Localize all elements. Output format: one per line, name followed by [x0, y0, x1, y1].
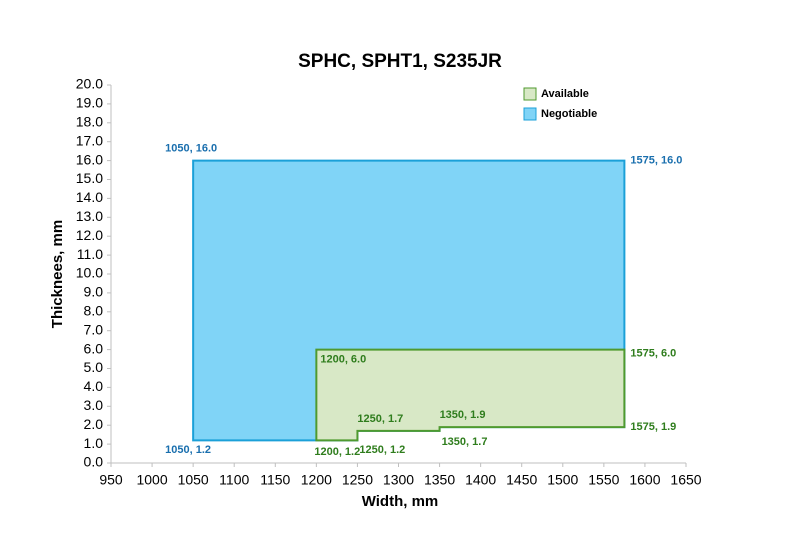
x-tick-label: 1650	[670, 472, 701, 488]
data-label: 1350, 1.7	[442, 436, 488, 448]
y-tick-label: 1.0	[84, 435, 104, 451]
y-tick-label: 4.0	[84, 378, 104, 394]
y-tick-label: 9.0	[84, 284, 104, 300]
data-label: 1200, 1.2	[314, 446, 360, 458]
y-tick-label: 18.0	[76, 114, 103, 130]
data-label: 1250, 1.2	[359, 444, 405, 456]
area	[315, 348, 626, 442]
chart-title: SPHC, SPHT1, S235JR	[298, 51, 502, 72]
x-tick-label: 1350	[424, 472, 455, 488]
y-tick-label: 5.0	[84, 359, 104, 375]
y-tick-label: 20.0	[76, 76, 103, 92]
x-tick-label: 1100	[219, 472, 249, 488]
y-tick-label: 16.0	[76, 151, 103, 167]
y-tick-label: 0.0	[84, 454, 104, 470]
data-label: 1250, 1.7	[357, 413, 403, 425]
x-tick-label: 1600	[629, 472, 660, 488]
y-tick-label: 19.0	[76, 95, 103, 111]
legend-label: Available	[541, 88, 589, 100]
y-tick-label: 13.0	[76, 208, 103, 224]
x-axis-title: Width, mm	[362, 493, 439, 510]
x-tick-label: 1300	[383, 472, 414, 488]
x-tick-label: 1550	[588, 472, 619, 488]
x-tick-label: 1000	[136, 472, 167, 488]
data-label: 1575, 1.9	[630, 421, 676, 433]
legend-swatch	[523, 107, 537, 121]
data-label: 1050, 1.2	[165, 444, 211, 456]
y-tick-label: 2.0	[84, 416, 104, 432]
x-tick-label: 1200	[301, 472, 332, 488]
x-tick-label: 1250	[342, 472, 373, 488]
data-label: 1575, 6.0	[630, 348, 676, 360]
y-tick-label: 12.0	[76, 227, 103, 243]
y-tick-label: 7.0	[84, 321, 104, 337]
legend-swatch	[523, 87, 537, 101]
x-tick-label: 1050	[178, 472, 209, 488]
data-label: 1350, 1.9	[440, 409, 486, 421]
y-tick-label: 17.0	[76, 132, 103, 148]
y-axis-title: Thicknees, mm	[49, 220, 66, 328]
legend-label: Negotiable	[541, 108, 597, 120]
y-tick-label: 11.0	[77, 246, 103, 262]
data-label: 1575, 16.0	[630, 155, 682, 167]
data-label: 1050, 16.0	[165, 143, 217, 155]
y-tick-label: 8.0	[84, 303, 104, 319]
y-tick-label: 10.0	[76, 265, 103, 281]
y-tick-label: 15.0	[76, 170, 103, 186]
x-tick-label: 1500	[547, 472, 578, 488]
data-label: 1200, 6.0	[320, 354, 366, 366]
x-tick-label: 1450	[506, 472, 537, 488]
x-tick-label: 1400	[465, 472, 496, 488]
x-tick-label: 950	[99, 472, 123, 488]
y-tick-label: 3.0	[84, 397, 104, 413]
x-tick-label: 1150	[260, 472, 290, 488]
y-tick-label: 14.0	[76, 189, 103, 205]
y-tick-label: 6.0	[84, 340, 104, 356]
